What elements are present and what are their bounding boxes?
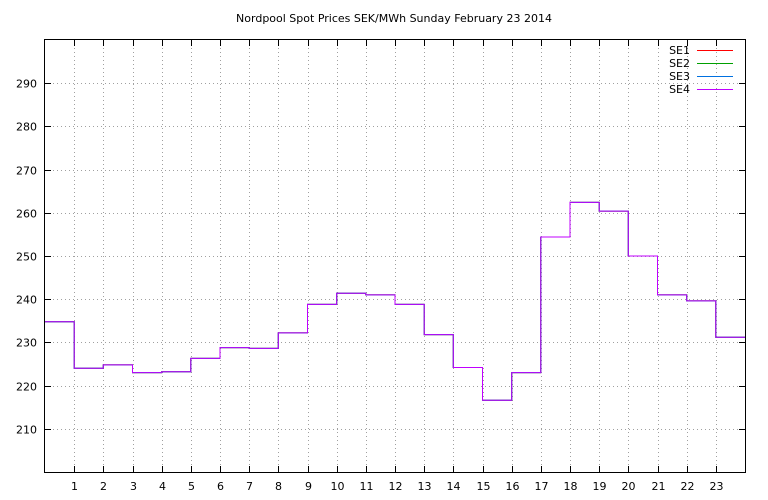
- x-tick-label: 7: [246, 480, 253, 493]
- x-tick-label: 13: [418, 480, 432, 493]
- plot-frame: [44, 39, 746, 473]
- y-tick-label: 210: [16, 424, 37, 437]
- x-tick-label: 1: [71, 480, 78, 493]
- x-tick-label: 14: [447, 480, 461, 493]
- x-tick-label: 2: [100, 480, 107, 493]
- legend-label-se4: SE4: [669, 83, 690, 96]
- x-tick-label: 6: [217, 480, 224, 493]
- y-tick-label: 230: [16, 337, 37, 350]
- x-tick-label: 4: [159, 480, 166, 493]
- legend-label-se3: SE3: [669, 70, 690, 83]
- chart-title: Nordpool Spot Prices SEK/MWh Sunday Febr…: [236, 12, 552, 25]
- x-tick-label: 3: [130, 480, 137, 493]
- series-lines: [45, 201, 745, 401]
- series-line-se4: [45, 201, 745, 401]
- y-tick-label: 220: [16, 381, 37, 394]
- y-tick-label: 240: [16, 294, 37, 307]
- y-tick-label: 290: [16, 78, 37, 91]
- x-tick-label: 19: [593, 480, 607, 493]
- grid-lines: [45, 40, 745, 472]
- x-tick-label: 23: [710, 480, 724, 493]
- x-tick-label: 16: [506, 480, 520, 493]
- x-axis: 1 2 3 4 5 6 7 8 9 10 11 12 13 14 15 16 17 18 19 20 21 22 23: [71, 40, 724, 493]
- x-tick-label: 17: [535, 480, 549, 493]
- x-tick-label: 18: [564, 480, 578, 493]
- x-tick-label: 5: [188, 480, 195, 493]
- x-tick-label: 8: [275, 480, 282, 493]
- y-tick-label: 250: [16, 251, 37, 264]
- y-tick-label: 260: [16, 208, 37, 221]
- x-tick-label: 21: [652, 480, 666, 493]
- y-tick-label: 280: [16, 121, 37, 134]
- x-tick-label: 11: [360, 480, 374, 493]
- x-tick-label: 12: [389, 480, 403, 493]
- x-tick-label: 15: [477, 480, 491, 493]
- legend-label-se2: SE2: [669, 57, 690, 70]
- y-tick-label: 270: [16, 165, 37, 178]
- y-axis: 210 220 230 240 250 260 270 280 290: [16, 78, 745, 437]
- legend-label-se1: SE1: [669, 44, 690, 57]
- x-tick-label: 10: [331, 480, 345, 493]
- x-tick-label: 20: [622, 480, 636, 493]
- x-tick-label: 22: [681, 480, 695, 493]
- x-tick-label: 9: [305, 480, 312, 493]
